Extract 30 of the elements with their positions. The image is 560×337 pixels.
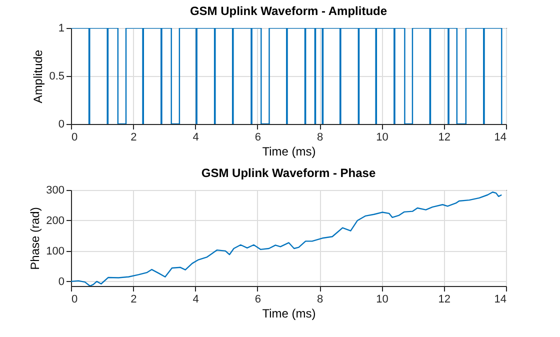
x-tick-label: 0 — [72, 294, 78, 306]
y-tick-label: 0 — [58, 118, 64, 130]
line-series — [71, 192, 502, 286]
x-tick-label: 6 — [254, 132, 261, 144]
y-axis-title: Amplitude — [31, 50, 46, 104]
x-tick-label: 10 — [376, 132, 388, 144]
y-axis-title: Phase (rad) — [28, 207, 42, 270]
chart-title: GSM Uplink Waveform - Phase — [201, 166, 376, 180]
y-tick-label: 1 — [58, 22, 64, 34]
y-tick-label: 300 — [46, 184, 64, 196]
x-tick-label: 6 — [254, 294, 261, 306]
x-tick-label: 12 — [438, 294, 450, 306]
x-tick-label: 14 — [494, 132, 506, 144]
y-tick-label: 0.5 — [49, 70, 64, 82]
y-tick-label: 0 — [58, 276, 64, 288]
x-axis-title: Time (ms) — [262, 306, 316, 320]
x-tick-label: 10 — [376, 294, 388, 306]
x-tick-label: 14 — [494, 294, 506, 306]
chart-title: GSM Uplink Waveform - Amplitude — [190, 4, 388, 18]
x-tick-label: 8 — [317, 294, 324, 306]
y-tick-label: 200 — [46, 214, 64, 227]
x-tick-label: 8 — [317, 132, 324, 144]
x-axis-title: Time (ms) — [262, 144, 316, 158]
x-tick-label: 4 — [192, 132, 199, 144]
y-tick-label: 100 — [46, 245, 64, 258]
x-tick-label: 12 — [438, 132, 450, 144]
x-tick-label: 2 — [130, 132, 137, 144]
x-tick-label: 0 — [72, 132, 78, 144]
x-tick-label: 2 — [130, 294, 137, 306]
x-tick-label: 4 — [192, 294, 199, 306]
